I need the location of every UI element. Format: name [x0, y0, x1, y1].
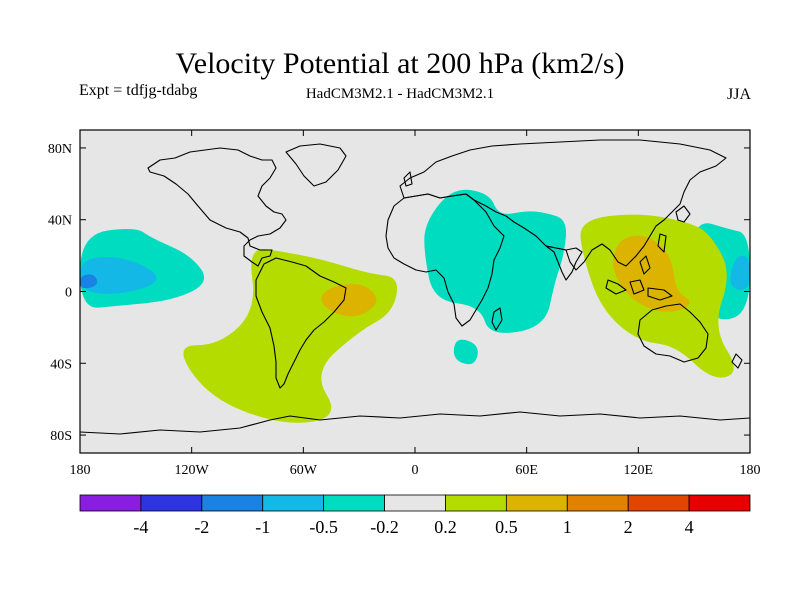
model-label: HadCM3M2.1 - HadCM3M2.1 — [305, 86, 495, 102]
y-tick-label: 40N — [48, 214, 72, 229]
experiment-label: Expt = tdfjg-tdabg — [79, 82, 198, 99]
x-tick-label: 0 — [412, 463, 419, 478]
coastline-europe-asia — [399, 139, 727, 271]
coastline-antarctica — [80, 411, 750, 435]
colorbar-box — [79, 494, 142, 512]
y-tick-label: 80N — [48, 142, 72, 157]
colorbar-label: 2 — [624, 517, 633, 537]
colorbar-box — [505, 494, 568, 512]
colorbar-box — [323, 494, 385, 512]
colorbar-label: -0.2 — [370, 517, 399, 537]
map-panel: 180 120W 60W 0 60E 120E 180 80N 40N 0 40S 80S — [48, 129, 761, 478]
contour-region-east-pacific-core — [80, 257, 157, 294]
chart-title: Velocity Potential at 200 hPa (km2/s) — [175, 47, 625, 80]
x-tick-label: 60W — [290, 463, 318, 478]
coastline-new-zealand — [731, 353, 743, 369]
x-tick-label: 180 — [740, 463, 761, 478]
colorbar-box — [201, 494, 264, 512]
colorbar-label: -2 — [194, 517, 209, 537]
colorbar-box — [566, 494, 629, 512]
y-axis-labels: 80N 40N 0 40S 80S — [48, 142, 72, 444]
coastline-madagascar — [491, 307, 503, 331]
colorbar-label: 0.2 — [434, 517, 457, 537]
coastline-north-america — [147, 147, 287, 267]
x-tick-label: 120W — [175, 463, 210, 478]
contour-region-west-pacific-core — [730, 255, 750, 290]
colorbar-box — [384, 494, 446, 512]
x-tick-label: 120E — [624, 463, 654, 478]
coastline-india — [545, 245, 583, 281]
colorbar-label: 4 — [685, 517, 694, 537]
contour-region-east-pacific-inner — [80, 274, 98, 289]
coastline-south-america — [255, 257, 347, 389]
coastline-uk — [403, 171, 413, 187]
colorbar-label: 1 — [563, 517, 572, 537]
axis-ticks — [79, 130, 751, 453]
coastline-greenland — [285, 143, 347, 187]
y-tick-label: 80S — [50, 429, 72, 444]
coastline-maritime-continent — [605, 233, 673, 301]
colorbar-box — [688, 494, 751, 512]
colorbar — [79, 494, 751, 512]
colorbar-label: -1 — [255, 517, 270, 537]
colorbar-box — [627, 494, 690, 512]
x-axis-labels: 180 120W 60W 0 60E 120E 180 — [70, 463, 761, 478]
coastline-japan — [675, 205, 691, 223]
colorbar-label: -4 — [133, 517, 148, 537]
contour-region-brazil-core — [321, 284, 377, 317]
contour-region-south-atlantic-negative — [453, 339, 478, 365]
season-label: JJA — [726, 86, 751, 103]
coastline-layer — [80, 139, 750, 435]
contour-fill-layer — [80, 189, 750, 423]
x-tick-label: 180 — [70, 463, 91, 478]
y-tick-label: 40S — [50, 357, 72, 372]
colorbar-box — [445, 494, 507, 512]
x-tick-label: 60E — [515, 463, 538, 478]
colorbar-label: 0.5 — [495, 517, 518, 537]
colorbar-labels: -4 -2 -1 -0.5 -0.2 0.2 0.5 1 2 4 — [133, 517, 693, 537]
contour-region-maritime-core — [613, 235, 690, 312]
colorbar-box — [140, 494, 203, 512]
contour-region-africa-indian-negative — [424, 189, 567, 333]
y-tick-label: 0 — [65, 286, 72, 301]
colorbar-box — [262, 494, 325, 512]
coastline-australia — [637, 303, 709, 363]
colorbar-label: -0.5 — [309, 517, 338, 537]
